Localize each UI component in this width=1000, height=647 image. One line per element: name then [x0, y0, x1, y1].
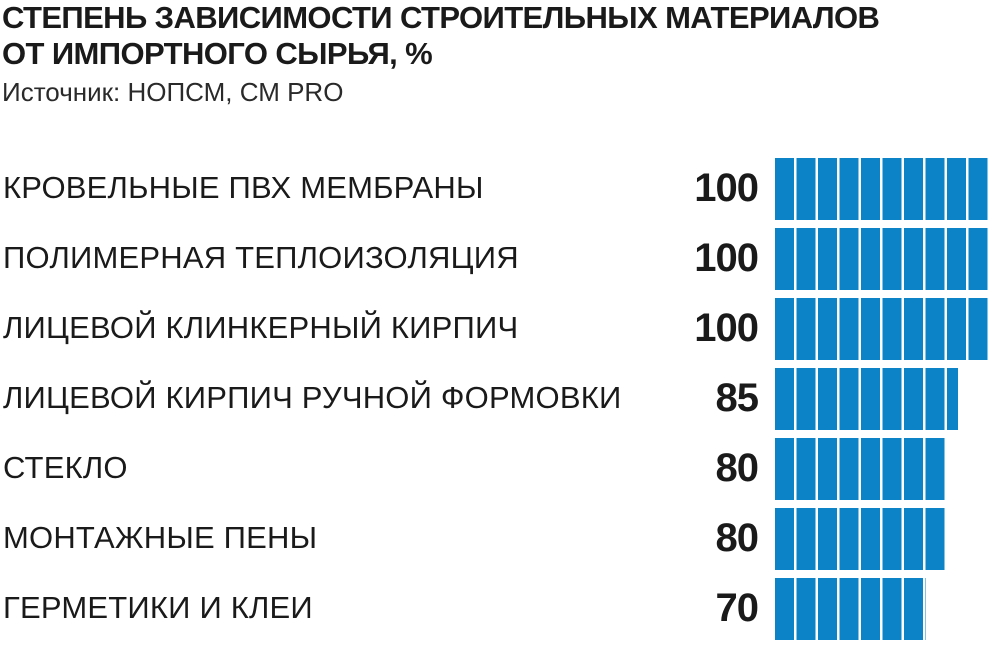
chart-row: ПОЛИМЕРНАЯ ТЕПЛОИЗОЛЯЦИЯ 100: [0, 228, 1000, 290]
chart-row: ЛИЦЕВОЙ КЛИНКЕРНЫЙ КИРПИЧ 100: [0, 298, 1000, 360]
bar: [775, 578, 926, 640]
category-label: СТЕКЛО: [3, 450, 128, 485]
category-label: ЛИЦЕВОЙ КЛИНКЕРНЫЙ КИРПИЧ: [3, 310, 519, 345]
value-label: 70: [715, 586, 759, 630]
bar: [775, 228, 990, 290]
value-label: 80: [715, 446, 759, 490]
chart-row: МОНТАЖНЫЕ ПЕНЫ 80: [0, 508, 1000, 570]
value-label: 85: [715, 376, 759, 420]
bar: [775, 508, 947, 570]
value-label: 80: [715, 516, 759, 560]
chart-row: СТЕКЛО 80: [0, 438, 1000, 500]
bar: [775, 368, 958, 430]
chart-title-line-1: СТЕПЕНЬ ЗАВИСИМОСТИ СТРОИТЕЛЬНЫХ МАТЕРИА…: [2, 0, 880, 35]
category-label: МОНТАЖНЫЕ ПЕНЫ: [3, 520, 318, 555]
chart-row: ЛИЦЕВОЙ КИРПИЧ РУЧНОЙ ФОРМОВКИ 85: [0, 368, 1000, 430]
category-label: ПОЛИМЕРНАЯ ТЕПЛОИЗОЛЯЦИЯ: [3, 240, 519, 275]
bar: [775, 158, 990, 220]
bar: [775, 438, 947, 500]
chart-row: КРОВЕЛЬНЫЕ ПВХ МЕМБРАНЫ 100: [0, 158, 1000, 220]
category-label: ЛИЦЕВОЙ КИРПИЧ РУЧНОЙ ФОРМОВКИ: [3, 380, 622, 415]
value-label: 100: [694, 166, 759, 210]
chart-header: СТЕПЕНЬ ЗАВИСИМОСТИ СТРОИТЕЛЬНЫХ МАТЕРИА…: [2, 0, 998, 108]
value-label: 100: [694, 236, 759, 280]
value-label: 100: [694, 306, 759, 350]
chart-row: ГЕРМЕТИКИ И КЛЕИ 70: [0, 578, 1000, 640]
category-label: ГЕРМЕТИКИ И КЛЕИ: [3, 590, 313, 625]
category-label: КРОВЕЛЬНЫЕ ПВХ МЕМБРАНЫ: [3, 170, 484, 205]
chart-source: Источник: НОПСМ, СМ PRO: [2, 77, 344, 107]
bar: [775, 298, 990, 360]
chart-title-line-2: ОТ ИМПОРТНОГО СЫРЬЯ, %: [2, 36, 433, 71]
